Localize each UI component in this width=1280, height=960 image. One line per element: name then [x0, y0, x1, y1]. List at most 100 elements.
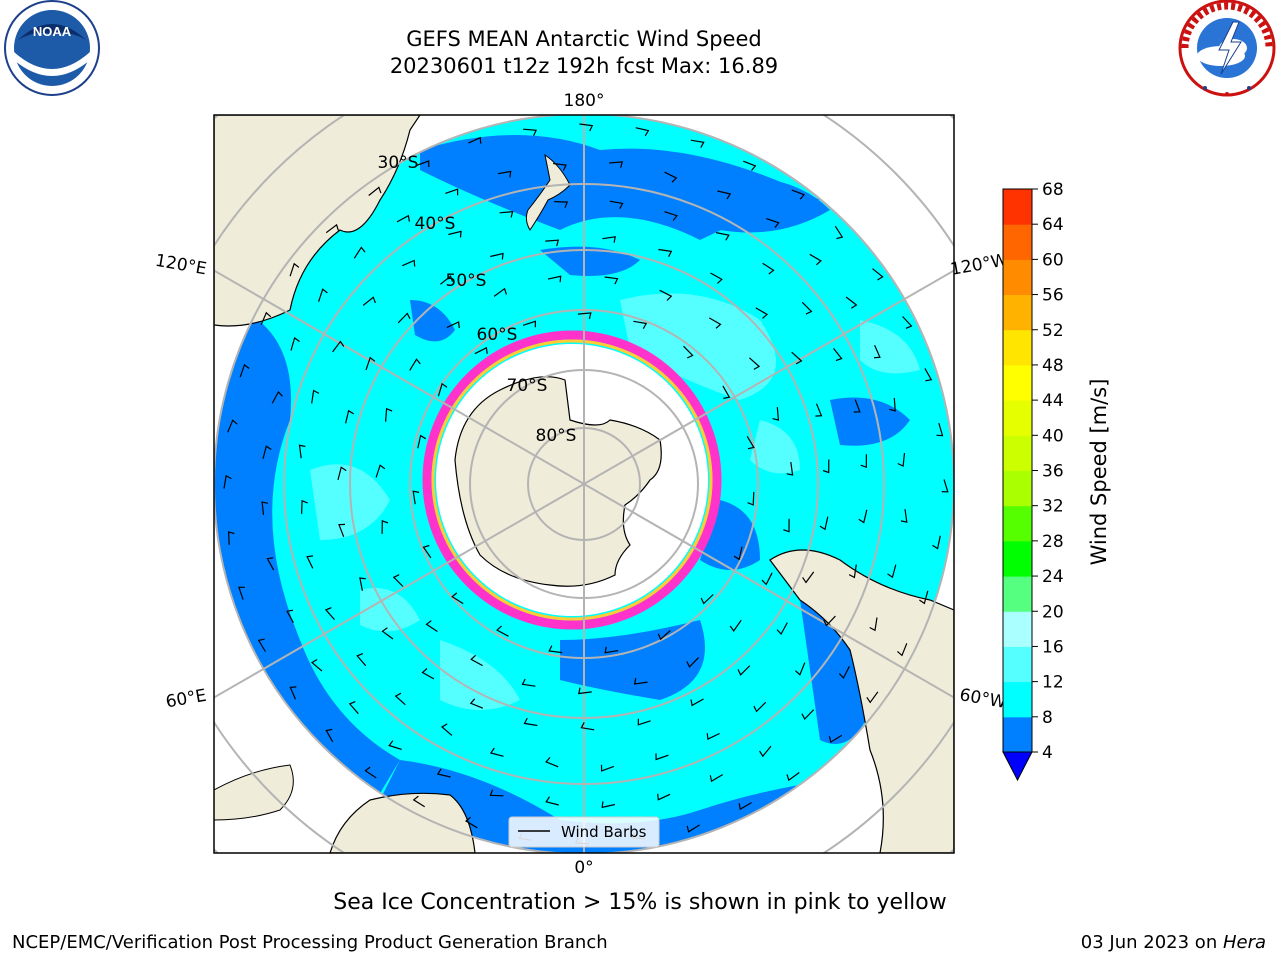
- wind-barb: [873, 345, 881, 359]
- wind-barb: [521, 678, 536, 687]
- wind-barb: [686, 657, 700, 668]
- wind-barb: [353, 246, 366, 259]
- colorbar-segment: [1003, 646, 1032, 683]
- wind-barb: [762, 262, 775, 275]
- legend-label: Wind Barbs: [561, 823, 647, 841]
- wind-barb: [338, 523, 346, 538]
- colorbar-segment: [1003, 294, 1032, 331]
- lat-label-40s: 40°S: [415, 214, 456, 234]
- lat-label-80s: 80°S: [536, 426, 577, 446]
- wind-barb: [289, 262, 300, 277]
- wind-barb: [743, 160, 757, 171]
- wind-barb: [664, 171, 678, 183]
- footer-host: Hera: [1222, 932, 1266, 953]
- wind-barb: [609, 161, 623, 168]
- wind-barb: [753, 701, 767, 713]
- colorbar-segment: [1003, 716, 1032, 753]
- wind-barb: [385, 407, 393, 422]
- wind-barb: [306, 555, 314, 569]
- wind-barb: [474, 346, 488, 355]
- colorbar-tick-label: 48: [1042, 356, 1064, 376]
- wind-barb: [924, 368, 933, 382]
- wind-barb: [394, 692, 406, 706]
- new-zealand-land: [525, 153, 571, 231]
- colorbar-segment: [1003, 329, 1032, 366]
- colorbar-tick-label: 52: [1042, 321, 1064, 341]
- wind-barb: [257, 638, 266, 652]
- wind-barb: [325, 223, 339, 234]
- wind-barb: [578, 687, 592, 695]
- wind-barb: [523, 128, 537, 137]
- wind-barb: [833, 348, 843, 362]
- wind-barb: [375, 464, 386, 478]
- wind-barb: [601, 801, 616, 809]
- wind-barb: [368, 186, 382, 196]
- colorbar-tick-label: 4: [1042, 743, 1053, 763]
- wind-barb: [324, 607, 335, 620]
- wind-barb: [298, 444, 306, 459]
- wind-barb: [364, 766, 377, 779]
- wind-barb: [490, 252, 504, 260]
- wind-barb: [489, 789, 504, 797]
- wind-barb: [848, 564, 857, 579]
- wind-barb: [227, 419, 238, 433]
- wind-barb: [318, 288, 328, 302]
- wind-barb: [227, 531, 235, 545]
- wind-barb: [801, 709, 815, 721]
- wind-barb: [755, 307, 769, 319]
- wind-barb: [445, 188, 459, 196]
- wind-barb: [470, 654, 483, 667]
- footer-credit: NCEP/EMC/Verification Post Processing Pr…: [12, 932, 608, 953]
- wind-barb: [261, 501, 269, 515]
- wind-barb: [902, 316, 913, 329]
- colorbar-segment: [1003, 611, 1032, 647]
- wind-barb: [635, 127, 650, 137]
- wind-barb: [766, 218, 780, 228]
- wind-barb: [446, 321, 460, 329]
- wind-barb: [889, 397, 896, 412]
- colorbar-tick-label: 56: [1042, 286, 1064, 306]
- wind-barb: [823, 615, 836, 627]
- footer-date: 03 Jun 2023 on Hera: [1081, 932, 1266, 953]
- wind-barb: [548, 645, 563, 654]
- wind-barb: [553, 162, 567, 171]
- wind-barb: [289, 686, 297, 700]
- wind-barb: [348, 701, 359, 715]
- wind-barb: [738, 802, 752, 811]
- nws-logo: [1178, 0, 1276, 97]
- wind-barb: [858, 509, 868, 524]
- wind-barb: [545, 796, 559, 806]
- wind-barb: [722, 385, 731, 399]
- wind-barb: [417, 434, 427, 449]
- colorbar-tick-label: 32: [1042, 497, 1064, 517]
- wind-barb: [828, 734, 843, 744]
- wind-barb: [633, 677, 648, 685]
- madagascar-land: [214, 764, 294, 821]
- wind-barb: [422, 544, 432, 559]
- wind-barb: [359, 577, 366, 591]
- wind-barb: [776, 622, 788, 636]
- wind-barb: [683, 345, 694, 359]
- noaa-logo-text: NOAA: [33, 24, 72, 39]
- wind-barb: [657, 793, 671, 801]
- wind-barb: [437, 382, 448, 397]
- colorbar-segment: [1003, 470, 1032, 507]
- wind-barb: [659, 289, 673, 301]
- wind-barb: [834, 225, 844, 240]
- wind-barb: [425, 620, 438, 633]
- wind-barb: [633, 320, 648, 329]
- colorbar-extend-arrow: [1002, 751, 1033, 782]
- wind-barb: [604, 646, 619, 654]
- colorbar-segment: [1003, 364, 1032, 401]
- wind-barb: [819, 516, 829, 531]
- wind-barb: [838, 666, 850, 679]
- wind-barb: [464, 816, 478, 829]
- wind-barb: [332, 340, 345, 353]
- wind-barb: [416, 160, 430, 168]
- wind-barb: [238, 586, 245, 600]
- wind-barb: [223, 474, 232, 489]
- lat-label-50s: 50°S: [446, 271, 487, 291]
- wind-barb: [749, 357, 761, 370]
- chart-title: GEFS MEAN Antarctic Wind Speed: [406, 27, 762, 51]
